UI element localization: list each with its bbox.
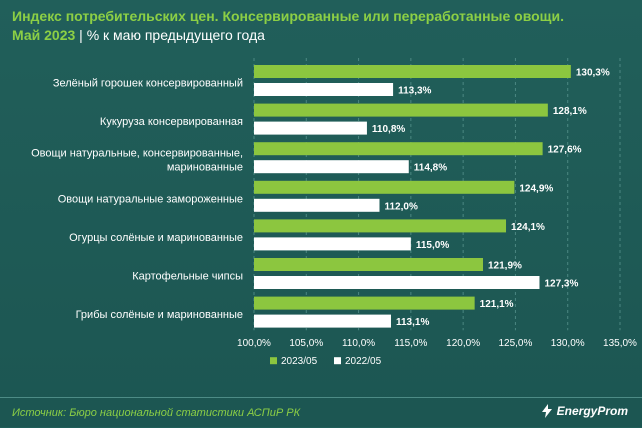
logo-text: EnergyProm bbox=[556, 404, 628, 418]
bar-value-label: 127,6% bbox=[548, 145, 582, 156]
legend-swatch bbox=[270, 357, 277, 365]
bar bbox=[254, 121, 367, 135]
title-separator: | bbox=[79, 27, 83, 43]
bar-value-label: 127,3% bbox=[544, 279, 578, 290]
bar-value-label: 112,0% bbox=[384, 201, 417, 212]
bar bbox=[254, 142, 543, 156]
title-period: Май 2023 bbox=[12, 27, 76, 43]
bar-value-label: 128,1% bbox=[553, 106, 587, 117]
legend-swatch bbox=[334, 357, 341, 365]
footer: Источник: Бюро национальной статистики А… bbox=[0, 397, 642, 428]
category-label: Кукуруза консервированная bbox=[100, 116, 243, 128]
category-label: Огурцы солёные и маринованные bbox=[69, 232, 243, 244]
bar-value-label: 124,9% bbox=[519, 183, 553, 194]
x-tick-label: 120,0% bbox=[446, 338, 480, 349]
category-label: маринованные bbox=[167, 162, 243, 174]
title-line-1: Индекс потребительских цен. Консервирова… bbox=[12, 8, 564, 24]
title-line-2: Май 2023 | % к маю предыдущего года bbox=[12, 26, 632, 45]
category-label: Картофельные чипсы bbox=[132, 271, 243, 283]
bar bbox=[254, 103, 548, 117]
bar bbox=[254, 296, 475, 310]
category-label: Овощи натуральные замороженные bbox=[58, 193, 243, 205]
bar-value-label: 124,1% bbox=[511, 222, 545, 233]
x-tick-label: 110,0% bbox=[342, 338, 375, 349]
x-tick-label: 100,0% bbox=[237, 338, 271, 349]
category-label: Зелёный горошек консервированный bbox=[53, 78, 243, 90]
bar-value-label: 121,1% bbox=[480, 299, 514, 310]
bar bbox=[254, 83, 394, 96]
energyprom-logo: EnergyProm bbox=[541, 404, 628, 418]
bar bbox=[254, 276, 540, 289]
legend-label: 2023/05 bbox=[281, 356, 318, 367]
x-tick-label: 130,0% bbox=[551, 338, 585, 349]
bar bbox=[254, 258, 484, 271]
bar bbox=[254, 314, 391, 328]
legend-label: 2022/05 bbox=[345, 356, 382, 367]
lightning-icon bbox=[541, 404, 552, 418]
category-label: Овощи натуральные, консервированные, bbox=[31, 148, 243, 160]
bar bbox=[254, 65, 571, 78]
bar-value-label: 113,3% bbox=[398, 86, 431, 97]
bar-value-label: 130,3% bbox=[576, 68, 610, 79]
x-tick-label: 105,0% bbox=[289, 338, 323, 349]
category-label: Грибы солёные и маринованные bbox=[76, 309, 243, 321]
bar bbox=[254, 219, 507, 233]
bar-value-label: 114,8% bbox=[414, 163, 447, 174]
bar-value-label: 121,9% bbox=[488, 261, 522, 272]
chart-title: Индекс потребительских цен. Консервирова… bbox=[12, 7, 632, 45]
bar bbox=[254, 198, 380, 212]
bar-value-label: 115,0% bbox=[416, 240, 449, 251]
title-unit: % к маю предыдущего года bbox=[86, 27, 265, 43]
bar bbox=[254, 180, 515, 194]
x-tick-label: 115,0% bbox=[394, 338, 427, 349]
bar bbox=[254, 160, 409, 174]
x-tick-label: 125,0% bbox=[498, 338, 532, 349]
source-note: Источник: Бюро национальной статистики А… bbox=[12, 407, 301, 419]
bar-value-label: 113,1% bbox=[396, 317, 429, 328]
bar bbox=[254, 237, 411, 251]
bar-value-label: 110,8% bbox=[372, 124, 405, 135]
x-tick-label: 135,0% bbox=[603, 338, 637, 349]
